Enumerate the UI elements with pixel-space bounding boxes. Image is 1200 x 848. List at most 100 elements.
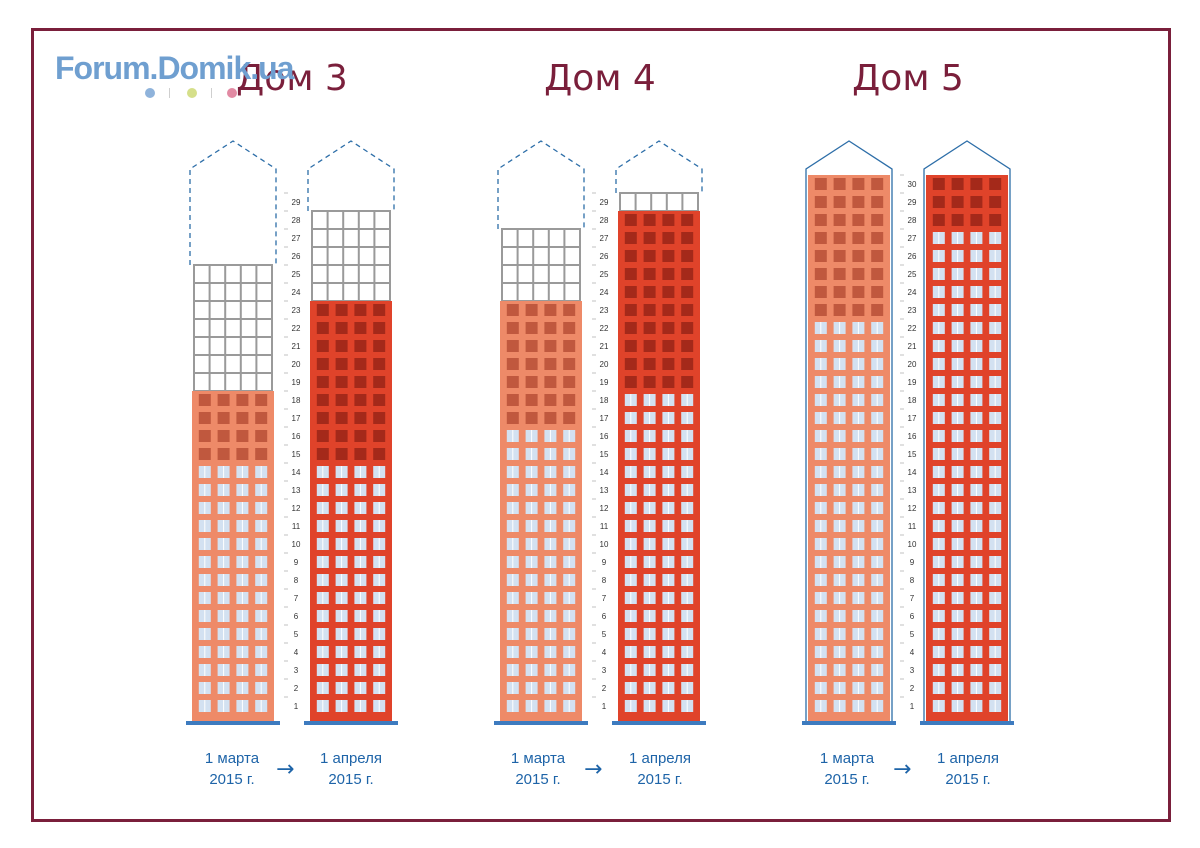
window-opening bbox=[932, 196, 945, 208]
floor-number: 21 bbox=[600, 342, 609, 351]
window-opening bbox=[198, 412, 211, 424]
floor-number: 23 bbox=[908, 306, 917, 315]
window-opening bbox=[662, 286, 675, 298]
window-opening bbox=[643, 232, 656, 244]
window-opening bbox=[624, 232, 637, 244]
floor-number: 17 bbox=[292, 414, 301, 423]
window-opening bbox=[544, 340, 557, 352]
window-opening bbox=[525, 412, 538, 424]
window-opening bbox=[814, 214, 827, 226]
floor-axis-4: 1234567891011121314151617181920212223242… bbox=[592, 192, 609, 711]
window-opening bbox=[354, 412, 367, 424]
floor-number: 25 bbox=[908, 270, 917, 279]
window-opening bbox=[563, 340, 576, 352]
window-opening bbox=[354, 322, 367, 334]
window-opening bbox=[198, 430, 211, 442]
house-title-3: Дом 3 bbox=[236, 58, 348, 99]
window-opening bbox=[681, 250, 694, 262]
floor-number: 12 bbox=[600, 504, 609, 513]
floor-number: 3 bbox=[294, 666, 299, 675]
floor-number: 15 bbox=[600, 450, 609, 459]
window-opening bbox=[662, 376, 675, 388]
roof-outline bbox=[497, 140, 585, 229]
window-opening bbox=[217, 430, 230, 442]
window-opening bbox=[852, 196, 865, 208]
window-opening bbox=[373, 358, 386, 370]
floor-number: 2 bbox=[602, 684, 607, 693]
window-opening bbox=[525, 340, 538, 352]
floor-number: 4 bbox=[910, 648, 915, 657]
floor-number: 18 bbox=[600, 396, 609, 405]
window-opening bbox=[217, 412, 230, 424]
building-base bbox=[612, 721, 706, 725]
building-3-after bbox=[304, 140, 398, 725]
window-opening bbox=[833, 286, 846, 298]
building-5-after bbox=[920, 140, 1014, 725]
floor-number: 21 bbox=[908, 342, 917, 351]
house-title-4: Дом 4 bbox=[544, 58, 656, 99]
window-opening bbox=[525, 376, 538, 388]
window-opening bbox=[335, 376, 348, 388]
window-opening bbox=[506, 412, 519, 424]
floor-number: 8 bbox=[602, 576, 607, 585]
floor-number: 26 bbox=[600, 252, 609, 261]
window-opening bbox=[852, 268, 865, 280]
floor-number: 10 bbox=[908, 540, 917, 549]
window-opening bbox=[335, 394, 348, 406]
window-opening bbox=[316, 376, 329, 388]
floor-number: 5 bbox=[602, 630, 607, 639]
window-opening bbox=[932, 214, 945, 226]
window-opening bbox=[814, 250, 827, 262]
window-opening bbox=[335, 322, 348, 334]
window-opening bbox=[681, 232, 694, 244]
floor-number: 26 bbox=[908, 252, 917, 261]
window-opening bbox=[624, 322, 637, 334]
window-opening bbox=[852, 214, 865, 226]
window-opening bbox=[255, 448, 268, 460]
arrow-icon: → bbox=[893, 757, 912, 782]
window-opening bbox=[681, 340, 694, 352]
building-base bbox=[920, 721, 1014, 725]
window-opening bbox=[681, 268, 694, 280]
floor-number: 12 bbox=[908, 504, 917, 513]
window-opening bbox=[871, 268, 884, 280]
roof-outline bbox=[189, 140, 277, 265]
window-opening bbox=[354, 448, 367, 460]
floor-number: 1 bbox=[294, 702, 299, 711]
window-opening bbox=[681, 286, 694, 298]
window-opening bbox=[563, 394, 576, 406]
window-opening bbox=[563, 376, 576, 388]
window-opening bbox=[662, 340, 675, 352]
floor-number: 23 bbox=[600, 306, 609, 315]
window-opening bbox=[871, 214, 884, 226]
floor-number: 18 bbox=[908, 396, 917, 405]
window-opening bbox=[544, 358, 557, 370]
window-opening bbox=[236, 394, 249, 406]
floor-number: 2 bbox=[910, 684, 915, 693]
floor-number: 3 bbox=[602, 666, 607, 675]
window-opening bbox=[624, 268, 637, 280]
window-opening bbox=[316, 394, 329, 406]
date-before-house-5: 1 марта 2015 г. bbox=[819, 750, 875, 788]
building-4-after bbox=[612, 140, 706, 725]
floor-number: 8 bbox=[294, 576, 299, 585]
window-opening bbox=[814, 304, 827, 316]
window-opening bbox=[662, 250, 675, 262]
floor-number: 16 bbox=[292, 432, 301, 441]
window-opening bbox=[624, 376, 637, 388]
window-opening bbox=[255, 394, 268, 406]
floor-number: 23 bbox=[292, 306, 301, 315]
window-opening bbox=[681, 358, 694, 370]
window-opening bbox=[624, 286, 637, 298]
window-opening bbox=[814, 232, 827, 244]
window-opening bbox=[643, 214, 656, 226]
building-base bbox=[186, 721, 280, 725]
window-opening bbox=[373, 322, 386, 334]
window-opening bbox=[373, 430, 386, 442]
floor-number: 8 bbox=[910, 576, 915, 585]
floor-number: 22 bbox=[292, 324, 301, 333]
window-opening bbox=[871, 196, 884, 208]
window-opening bbox=[951, 178, 964, 190]
window-opening bbox=[217, 448, 230, 460]
